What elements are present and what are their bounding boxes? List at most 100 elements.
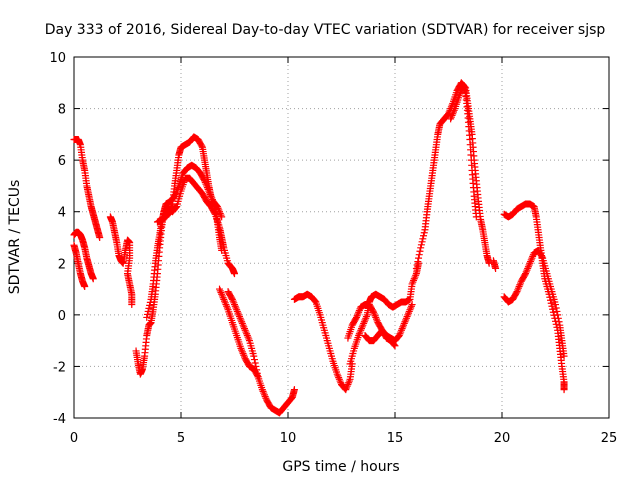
series-2: [70, 241, 89, 290]
data-point: [526, 259, 534, 267]
data-point: [529, 252, 537, 260]
data-point: [420, 229, 428, 237]
data-point: [413, 261, 421, 269]
data-point: [549, 308, 557, 316]
data-point: [235, 313, 243, 321]
data-point: [415, 251, 423, 259]
series-0: [70, 136, 104, 241]
data-point: [198, 142, 206, 150]
data-point: [238, 318, 246, 326]
data-point: [354, 310, 362, 318]
data-point: [237, 316, 245, 324]
data-point: [229, 297, 237, 305]
y-tick-label: 8: [58, 103, 66, 118]
chart-title: Day 333 of 2016, Sidereal Day-to-day VTE…: [45, 22, 606, 38]
data-point: [218, 292, 226, 300]
data-point: [231, 270, 238, 278]
series-3: [106, 213, 136, 309]
data-point: [143, 310, 151, 318]
data-point: [236, 314, 244, 322]
data-point: [409, 278, 417, 286]
series-6: [153, 133, 226, 254]
data-point: [361, 316, 369, 324]
data-point: [552, 320, 560, 328]
data-point: [242, 328, 250, 336]
data-point: [415, 254, 423, 262]
y-tick-label: 2: [58, 257, 66, 272]
data-point: [411, 273, 419, 281]
data-point: [513, 288, 521, 296]
data-point: [397, 326, 405, 334]
data-point: [238, 319, 246, 327]
data-point: [527, 256, 535, 264]
data-point: [216, 285, 224, 293]
data-point: [408, 280, 416, 288]
data-point: [250, 352, 258, 360]
data-point: [216, 287, 224, 295]
data-point: [371, 312, 379, 320]
series-1: [70, 228, 97, 283]
data-point: [355, 331, 363, 339]
data-point: [516, 281, 524, 289]
data-point: [400, 321, 408, 329]
data-point: [547, 296, 555, 304]
data-point: [553, 307, 561, 315]
x-tick-label: 15: [387, 431, 404, 446]
x-tick-label: 5: [177, 431, 185, 446]
data-point: [410, 276, 418, 284]
data-point: [342, 384, 350, 392]
data-point: [240, 351, 248, 359]
data-point: [217, 289, 225, 297]
data-point: [219, 294, 227, 302]
data-point: [456, 90, 464, 98]
data-point: [402, 314, 410, 322]
data-point: [398, 325, 406, 333]
data-point: [412, 264, 420, 272]
data-point: [395, 331, 403, 339]
data-point: [472, 213, 480, 221]
data-point: [355, 307, 363, 315]
data-point: [545, 290, 553, 298]
data-point: [223, 302, 231, 310]
y-tick-label: -4: [53, 412, 66, 427]
data-point: [335, 375, 343, 383]
data-point: [234, 309, 242, 317]
data-point: [143, 313, 151, 321]
data-point: [402, 316, 410, 324]
data-point: [342, 386, 350, 394]
data-point: [552, 317, 559, 325]
data-point: [403, 313, 411, 321]
y-tick-label: 0: [58, 309, 66, 324]
data-point: [238, 346, 246, 354]
data-point: [370, 310, 378, 318]
data-point: [357, 325, 365, 333]
data-point: [548, 302, 556, 310]
data-point: [416, 247, 424, 255]
data-point: [406, 306, 414, 314]
data-point: [527, 258, 535, 266]
data-point: [310, 296, 318, 304]
data-point: [412, 271, 420, 279]
data-point: [353, 312, 361, 320]
data-point: [522, 268, 530, 276]
data-point: [222, 301, 230, 309]
data-point: [237, 344, 245, 352]
data-point: [418, 238, 426, 246]
x-tick-label: 25: [601, 431, 618, 446]
data-point: [515, 282, 523, 290]
data-point: [390, 340, 398, 348]
data-points: [70, 79, 568, 417]
data-point: [230, 299, 238, 307]
data-point: [218, 246, 226, 254]
data-point: [238, 348, 246, 356]
data-point: [397, 328, 405, 336]
data-point: [417, 244, 425, 252]
data-point: [208, 194, 216, 202]
data-point: [335, 374, 343, 382]
data-point: [258, 386, 266, 394]
data-point: [524, 263, 532, 271]
data-point: [404, 311, 412, 319]
data-point: [547, 299, 555, 307]
data-point: [373, 317, 381, 325]
